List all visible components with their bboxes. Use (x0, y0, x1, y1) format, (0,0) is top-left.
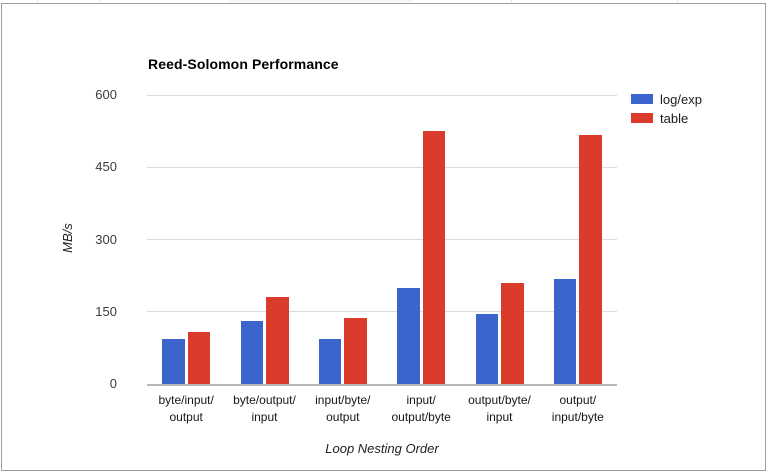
x-tick-line: output/ (559, 393, 597, 407)
x-tick-line: input/ (406, 393, 436, 407)
legend-label-log-exp: log/exp (660, 91, 702, 107)
screen-edge-artifact (511, 0, 512, 2)
x-axis-title: Loop Nesting Order (325, 441, 439, 456)
gridline-150 (147, 311, 617, 313)
bar-table-input-output-byte[interactable] (422, 131, 446, 384)
x-tick-line: input (486, 410, 513, 424)
y-axis-title: MB/s (60, 223, 75, 253)
bar-log-exp-input-output-byte[interactable] (397, 287, 420, 384)
x-tick-label-1: byte/output/input (225, 392, 303, 426)
legend-swatch-log-exp (631, 94, 653, 104)
bar-table-byte-output-input[interactable] (266, 297, 289, 384)
bar-table-output-input-byte[interactable] (579, 135, 602, 384)
gridline-450 (147, 166, 617, 168)
screen-edge-artifact (37, 0, 38, 2)
x-tick-line: output/byte/ (468, 393, 531, 407)
screen-edge-artifact (677, 0, 678, 2)
x-tick-label-2: input/byte/output (304, 392, 382, 426)
chart-legend: log/exp table (631, 92, 702, 130)
chart-title: Reed-Solomon Performance (148, 56, 339, 72)
x-tick-line: byte/output/ (233, 393, 296, 407)
y-tick-label-150: 150 (95, 303, 117, 319)
x-tick-line: output (326, 410, 360, 424)
gridline-300 (147, 239, 617, 240)
legend-swatch-table (631, 113, 653, 123)
bar-log-exp-byte-input-output[interactable] (162, 338, 185, 384)
gridline-600 (147, 94, 617, 96)
bar-table-output-byte-input[interactable] (501, 282, 524, 384)
bar-table-input-byte-output[interactable] (344, 318, 367, 384)
x-tick-label-3: input/output/byte (382, 392, 460, 426)
bar-log-exp-input-byte-output[interactable] (318, 338, 342, 384)
bar-log-exp-output-byte-input[interactable] (475, 314, 498, 384)
bar-table-byte-input-output[interactable] (187, 331, 211, 384)
chart-window: Reed-Solomon Performance MB/s 0 150 300 450… (1, 3, 766, 471)
bar-log-exp-byte-output-input[interactable] (240, 321, 263, 384)
y-tick-label-300: 300 (95, 231, 117, 247)
screen-edge-artifact (230, 0, 413, 2)
x-tick-label-0: byte/input/output (147, 392, 225, 426)
x-tick-line: input (251, 410, 278, 424)
x-tick-label-4: output/byte/input (460, 392, 538, 426)
bar-log-exp-output-input-byte[interactable] (553, 279, 577, 384)
y-tick-label-0: 0 (109, 376, 117, 391)
x-tick-line: input/byte (551, 410, 604, 424)
legend-item-table[interactable]: table (631, 110, 702, 126)
x-tick-label-5: output/input/byte (539, 392, 617, 426)
x-tick-line: input/byte/ (315, 393, 371, 407)
legend-label-table: table (660, 110, 689, 126)
x-tick-line: byte/input/ (158, 393, 214, 407)
x-tick-line: output (169, 410, 203, 424)
screen-edge-artifact (100, 0, 101, 2)
x-tick-line: output/byte (391, 410, 451, 424)
x-axis-line (147, 384, 617, 386)
legend-item-log-exp[interactable]: log/exp (631, 91, 702, 107)
y-tick-label-600: 600 (95, 87, 117, 102)
y-tick-label-450: 450 (95, 159, 117, 175)
